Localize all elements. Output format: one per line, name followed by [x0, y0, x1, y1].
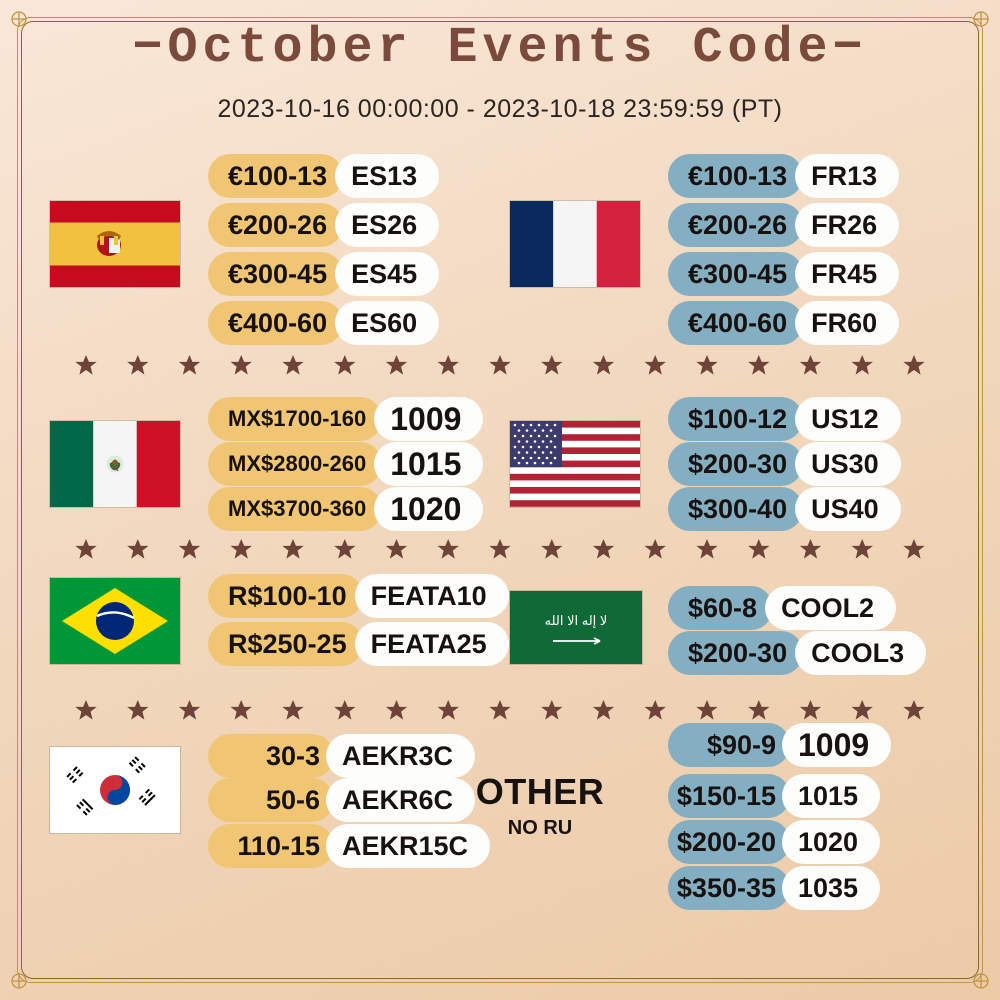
- svg-text:لا إله الا الله: لا إله الا الله: [545, 613, 608, 629]
